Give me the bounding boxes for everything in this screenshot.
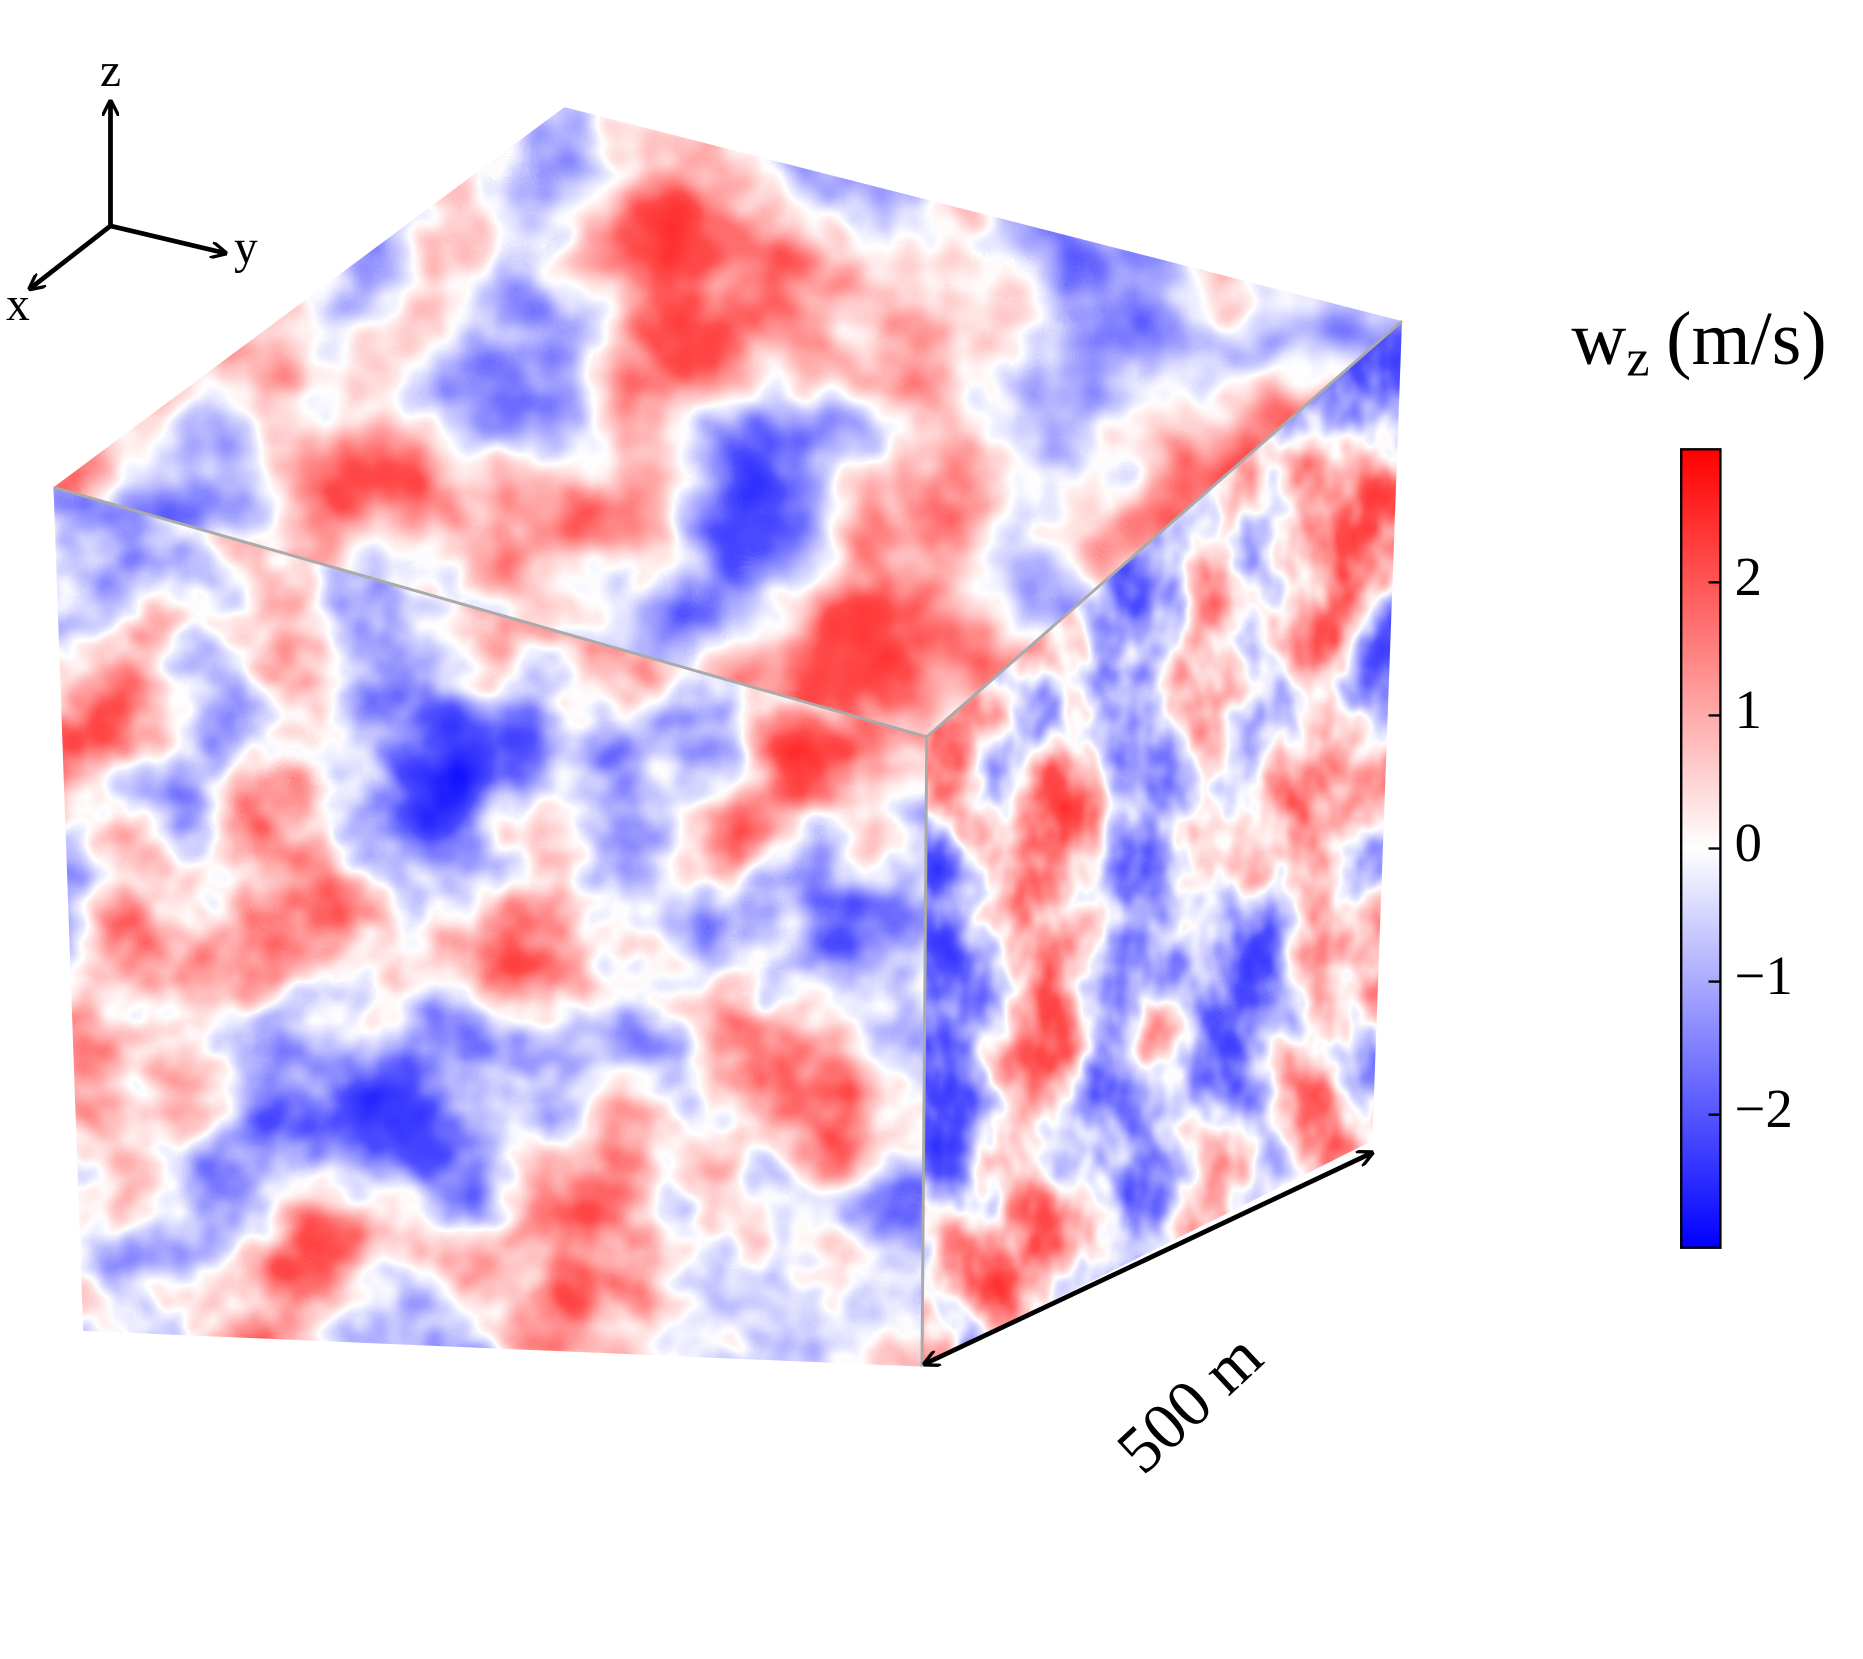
tick-label: −1 (1735, 945, 1793, 1006)
axis-label: z (100, 45, 121, 97)
scale-bar (924, 1153, 1372, 1364)
x-arrow (30, 224, 112, 289)
axes-triad (30, 101, 226, 289)
tick-label: −2 (1735, 1078, 1793, 1139)
axis-label: x (6, 279, 30, 331)
colorbar-title: wz (m/s) (1571, 298, 1826, 388)
colorbar: −2 −1 0 1 2 (1680, 448, 1793, 1249)
tick-label: 2 (1735, 546, 1762, 607)
cube (53, 107, 1403, 1367)
title-base: w (1571, 298, 1626, 382)
tick-label: 0 (1735, 812, 1762, 873)
scale-bar-label: 500 m (1103, 1320, 1276, 1488)
title-unit: (m/s) (1666, 298, 1827, 382)
axis-label: y (234, 222, 258, 274)
title-sub: z (1626, 330, 1649, 388)
tick-label: 1 (1735, 679, 1762, 740)
y-arrow (109, 223, 225, 253)
